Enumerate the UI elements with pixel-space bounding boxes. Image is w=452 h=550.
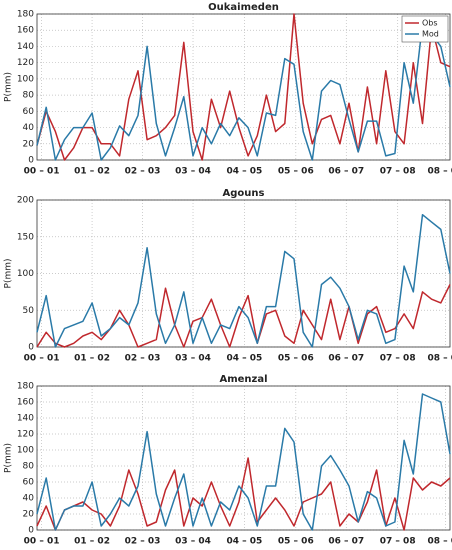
x-tick-label: 02 – 03 bbox=[125, 354, 161, 364]
x-tick-label: 00 – 01 bbox=[24, 537, 60, 547]
y-tick-label: 40 bbox=[23, 123, 35, 133]
y-tick-label: 40 bbox=[23, 494, 35, 504]
x-tick-label: 03 – 04 bbox=[175, 537, 211, 547]
panel-title: Agouns bbox=[223, 188, 265, 199]
panel-title: Amenzal bbox=[219, 374, 267, 385]
y-tick-label: 100 bbox=[17, 74, 34, 84]
y-axis-label: P(mm) bbox=[4, 72, 14, 102]
x-tick-label: 08 – 09 bbox=[427, 167, 452, 177]
series-line bbox=[36, 13, 451, 161]
legend: Obs Mod bbox=[401, 15, 449, 43]
y-tick-label: 20 bbox=[23, 139, 35, 149]
x-tick-label: 01 – 02 bbox=[74, 354, 110, 364]
x-tick-label: 00 – 01 bbox=[24, 167, 60, 177]
x-tick-label: 01 – 02 bbox=[74, 537, 110, 547]
x-tick-label: 05 – 06 bbox=[278, 537, 314, 547]
y-tick-label: 180 bbox=[17, 382, 34, 392]
x-tick-label: 06 – 07 bbox=[328, 537, 364, 547]
x-tick-label: 06 – 07 bbox=[328, 167, 364, 177]
x-tick-label: 08 – 09 bbox=[427, 354, 452, 364]
y-tick-label: 200 bbox=[17, 196, 34, 206]
panel: Amenzal P(mm) 0 20 40 60 80 100 120 140 160 180 00 –… bbox=[4, 374, 452, 547]
x-tick-label: 05 – 06 bbox=[278, 167, 314, 177]
x-tick-label: 04 – 05 bbox=[227, 537, 263, 547]
y-tick-label: 140 bbox=[17, 414, 34, 424]
x-tick-label: 03 – 04 bbox=[175, 354, 211, 364]
plot-frame bbox=[36, 385, 451, 531]
x-tick-label: 07 – 08 bbox=[380, 537, 416, 547]
y-tick-label: 80 bbox=[23, 91, 35, 101]
x-tick-label: 01 – 02 bbox=[74, 167, 110, 177]
y-tick-label: 100 bbox=[17, 446, 34, 456]
y-axis-label: P(mm) bbox=[4, 259, 14, 289]
y-tick-label: 120 bbox=[17, 58, 34, 68]
series-line bbox=[36, 22, 451, 161]
y-axis-label: P(mm) bbox=[4, 443, 14, 473]
y-tick-label: 60 bbox=[23, 107, 35, 117]
panel: Agouns P(mm) 0 50 100 150 200 00 – 01 01 – 02 02 … bbox=[4, 188, 452, 364]
y-tick-label: 100 bbox=[17, 269, 34, 279]
y-tick-label: 120 bbox=[17, 430, 34, 440]
x-tick-label: 04 – 05 bbox=[227, 167, 263, 177]
x-tick-label: 03 – 04 bbox=[175, 167, 211, 177]
legend-label: Mod bbox=[422, 30, 439, 39]
y-tick-label: 20 bbox=[23, 510, 35, 520]
x-tick-label: 02 – 03 bbox=[125, 167, 161, 177]
x-tick-label: 07 – 08 bbox=[380, 167, 416, 177]
x-tick-label: 02 – 03 bbox=[125, 537, 161, 547]
x-tick-label: 04 – 05 bbox=[227, 354, 263, 364]
series-line bbox=[36, 393, 451, 531]
y-tick-label: 140 bbox=[17, 42, 34, 52]
series-line bbox=[36, 213, 451, 348]
legend-box bbox=[401, 15, 449, 43]
y-tick-label: 60 bbox=[23, 478, 35, 488]
y-tick-label: 160 bbox=[17, 26, 34, 36]
y-tick-label: 0 bbox=[28, 526, 34, 536]
panel-title: Oukaimeden bbox=[208, 2, 279, 13]
y-tick-label: 0 bbox=[28, 156, 34, 166]
y-tick-label: 150 bbox=[17, 232, 34, 242]
y-tick-label: 160 bbox=[17, 398, 34, 408]
series-line bbox=[36, 457, 451, 531]
series-line bbox=[36, 284, 451, 348]
x-tick-label: 07 – 08 bbox=[380, 354, 416, 364]
y-tick-label: 180 bbox=[17, 10, 34, 20]
x-tick-label: 05 – 06 bbox=[278, 354, 314, 364]
y-tick-label: 0 bbox=[28, 343, 34, 353]
y-tick-label: 80 bbox=[23, 462, 35, 472]
legend-label: Obs bbox=[422, 19, 438, 28]
y-tick-label: 50 bbox=[23, 306, 35, 316]
panel: Oukaimeden P(mm) 0 20 40 60 80 100 120 140 160 180 0… bbox=[4, 2, 452, 177]
x-tick-label: 00 – 01 bbox=[24, 354, 60, 364]
x-tick-label: 06 – 07 bbox=[328, 354, 364, 364]
x-tick-label: 08 – 09 bbox=[427, 537, 452, 547]
